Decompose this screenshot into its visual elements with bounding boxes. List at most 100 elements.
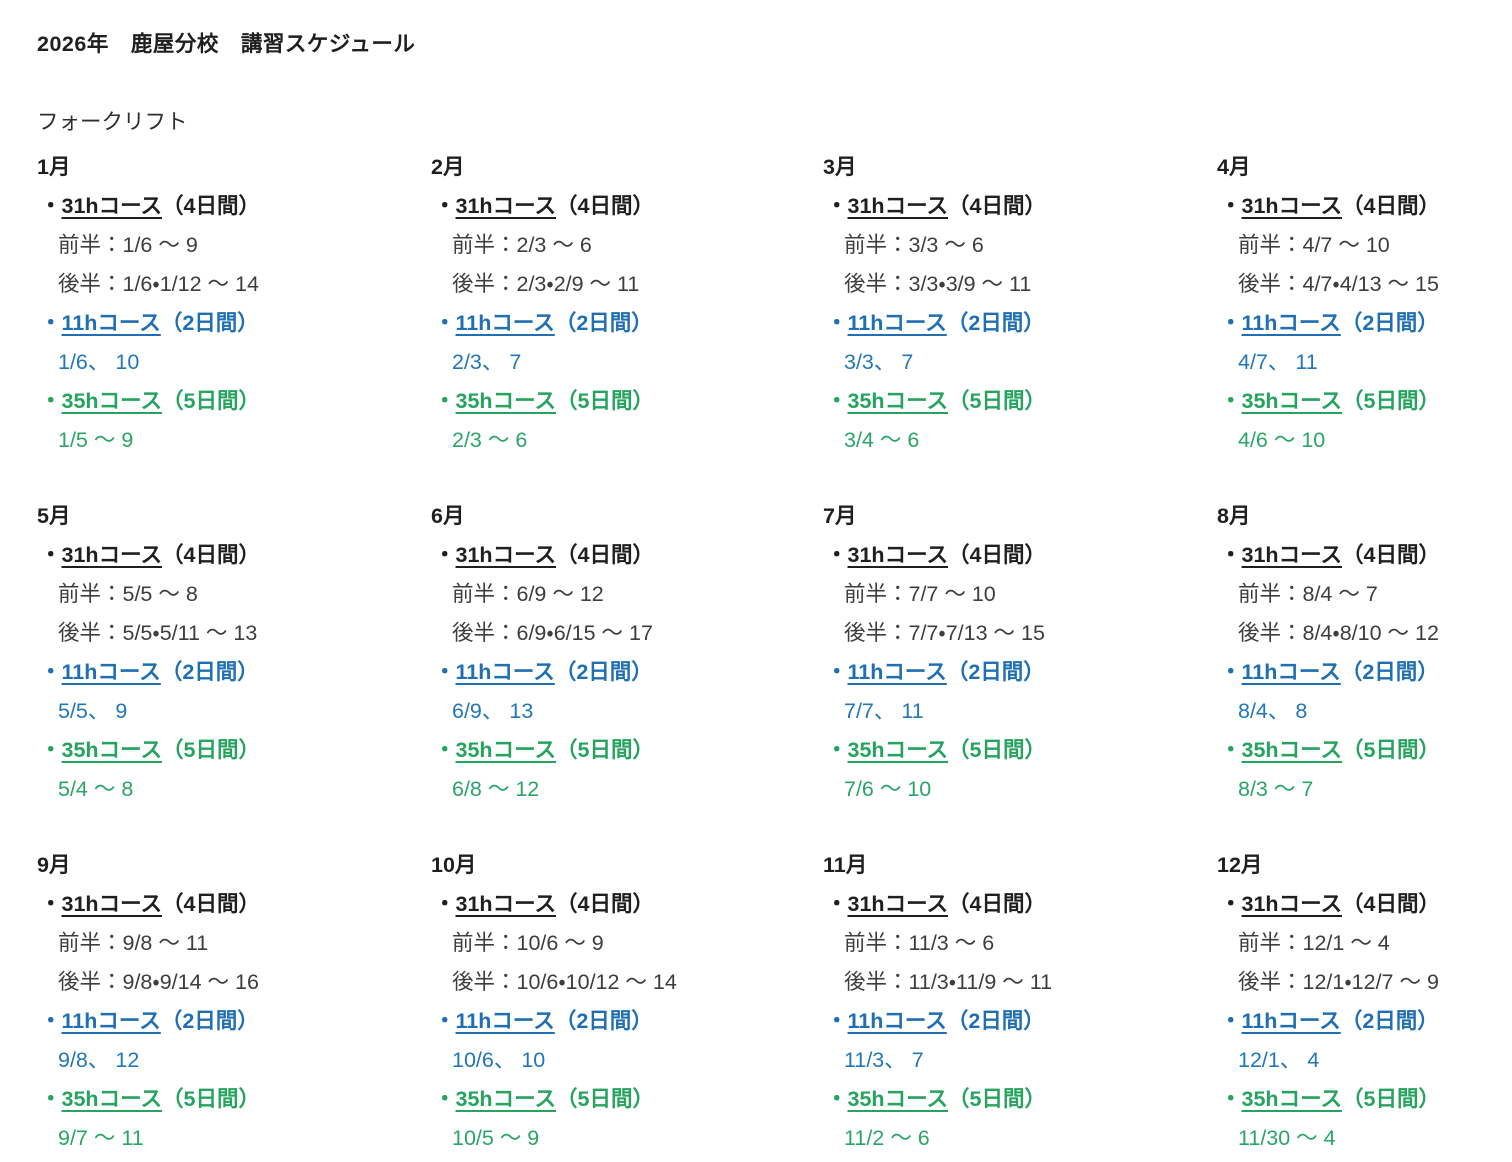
course-35h-label: 35hコース	[847, 738, 948, 762]
course-31h-label: 31hコース	[1241, 892, 1342, 916]
course-11h-heading: ・11hコース（2日間）	[431, 304, 823, 343]
course-11h-dates: 9/8、 12	[58, 1048, 140, 1072]
course-11h-heading: ・11hコース（2日間）	[37, 653, 431, 692]
course-31h-label: 31hコース	[455, 194, 556, 218]
course-35h-dates: 10/5 ～ 9	[452, 1126, 540, 1150]
course-11h-days: （2日間）	[1340, 1009, 1439, 1033]
course-31h-heading: ・31hコース（4日間）	[1217, 187, 1512, 226]
course-31h-second-half-dates: 後半：3/3・3/9 ～ 11	[844, 272, 1032, 296]
bullet-icon: ・	[434, 892, 456, 916]
month-block: 2月 ・31hコース（4日間） 前半：2/3 ～ 6 後半：2/3・2/9 ～ …	[431, 148, 823, 460]
bullet-icon: ・	[826, 1087, 848, 1111]
month-block: 10月 ・31hコース（4日間） 前半：10/6 ～ 9 後半：10/6・10/…	[431, 846, 823, 1158]
course-11h-label: 11hコース	[847, 311, 947, 335]
course-11h-label: 11hコース	[455, 1009, 555, 1033]
bullet-icon: ・	[826, 389, 848, 413]
course-11h-label: 11hコース	[1241, 660, 1341, 684]
bullet-icon: ・	[1220, 738, 1242, 762]
month-block: 3月 ・31hコース（4日間） 前半：3/3 ～ 6 後半：3/3・3/9 ～ …	[823, 148, 1217, 460]
course-31h-second-half-dates: 後半：2/3・2/9 ～ 11	[452, 272, 640, 296]
course-11h-dates: 12/1、 4	[1238, 1048, 1320, 1072]
course-35h-days: （5日間）	[948, 389, 1046, 413]
bullet-icon: ・	[826, 543, 848, 567]
course-35h-dates: 3/4 ～ 6	[844, 428, 920, 452]
bullet-icon: ・	[1220, 194, 1242, 218]
bullet-icon: ・	[40, 311, 62, 335]
course-31h-days: （4日間）	[948, 892, 1046, 916]
course-11h-dates: 7/7、 11	[844, 699, 924, 723]
bullet-icon: ・	[1220, 1087, 1242, 1111]
course-11h-heading: ・11hコース（2日間）	[37, 304, 431, 343]
course-11h-days: （2日間）	[946, 660, 1045, 684]
course-31h-days: （4日間）	[1342, 543, 1440, 567]
course-35h-dates: 1/5 ～ 9	[58, 428, 134, 452]
bullet-icon: ・	[826, 660, 848, 684]
course-11h-days: （2日間）	[1340, 311, 1439, 335]
course-31h-days: （4日間）	[556, 194, 654, 218]
course-11h-heading: ・11hコース（2日間）	[431, 653, 823, 692]
course-35h-heading: ・35hコース（5日間）	[1217, 1080, 1512, 1119]
months-grid: 1月 ・31hコース（4日間） 前半：1/6 ～ 9 後半：1/6・1/12 ～…	[37, 148, 1512, 1158]
course-31h-days: （4日間）	[162, 543, 260, 567]
bullet-icon: ・	[40, 1087, 62, 1111]
course-31h-heading: ・31hコース（4日間）	[431, 885, 823, 924]
course-35h-dates: 11/2 ～ 6	[844, 1126, 930, 1150]
course-31h-heading: ・31hコース（4日間）	[37, 536, 431, 575]
course-11h-days: （2日間）	[160, 1009, 259, 1033]
bullet-icon: ・	[434, 1087, 456, 1111]
course-31h-heading: ・31hコース（4日間）	[1217, 885, 1512, 924]
course-31h-days: （4日間）	[556, 892, 654, 916]
course-31h-first-half-dates: 前半：2/3 ～ 6	[452, 233, 592, 257]
month-block: 11月 ・31hコース（4日間） 前半：11/3 ～ 6 後半：11/3・11/…	[823, 846, 1217, 1158]
course-11h-dates: 5/5、 9	[58, 699, 128, 723]
course-31h-first-half-dates: 前半：12/1 ～ 4	[1238, 931, 1390, 955]
course-31h-heading: ・31hコース（4日間）	[431, 536, 823, 575]
course-35h-label: 35hコース	[61, 738, 162, 762]
course-11h-days: （2日間）	[946, 311, 1045, 335]
course-35h-dates: 4/6 ～ 10	[1238, 428, 1326, 452]
course-31h-label: 31hコース	[455, 543, 556, 567]
course-11h-dates: 1/6、 10	[58, 350, 140, 374]
course-31h-days: （4日間）	[1342, 892, 1440, 916]
course-31h-heading: ・31hコース（4日間）	[37, 885, 431, 924]
bullet-icon: ・	[1220, 311, 1242, 335]
bullet-icon: ・	[1220, 1009, 1242, 1033]
course-35h-label: 35hコース	[455, 389, 556, 413]
course-31h-label: 31hコース	[847, 194, 948, 218]
course-31h-second-half-dates: 後半：6/9・6/15 ～ 17	[452, 621, 653, 645]
course-11h-days: （2日間）	[946, 1009, 1045, 1033]
course-31h-second-half-dates: 後半：7/7・7/13 ～ 15	[844, 621, 1045, 645]
course-31h-label: 31hコース	[61, 194, 162, 218]
bullet-icon: ・	[826, 194, 848, 218]
bullet-icon: ・	[826, 738, 848, 762]
course-31h-first-half-dates: 前半：1/6 ～ 9	[58, 233, 198, 257]
bullet-icon: ・	[40, 1009, 62, 1033]
bullet-icon: ・	[826, 1009, 848, 1033]
course-31h-first-half-dates: 前半：9/8 ～ 11	[58, 931, 209, 955]
course-31h-heading: ・31hコース（4日間）	[431, 187, 823, 226]
course-11h-label: 11hコース	[61, 311, 161, 335]
month-block: 5月 ・31hコース（4日間） 前半：5/5 ～ 8 後半：5/5・5/11 ～…	[37, 497, 431, 809]
month-title: 7月	[823, 504, 857, 528]
course-11h-dates: 2/3、 7	[452, 350, 522, 374]
month-title: 5月	[37, 504, 71, 528]
course-11h-dates: 11/3、 7	[844, 1048, 924, 1072]
bullet-icon: ・	[826, 892, 848, 916]
course-11h-heading: ・11hコース（2日間）	[823, 304, 1217, 343]
course-31h-days: （4日間）	[948, 543, 1046, 567]
course-31h-second-half-dates: 後半：5/5・5/11 ～ 13	[58, 621, 258, 645]
course-11h-days: （2日間）	[554, 1009, 653, 1033]
bullet-icon: ・	[40, 892, 62, 916]
course-11h-heading: ・11hコース（2日間）	[1217, 653, 1512, 692]
course-31h-label: 31hコース	[455, 892, 556, 916]
course-35h-days: （5日間）	[556, 1087, 654, 1111]
course-31h-first-half-dates: 前半：5/5 ～ 8	[58, 582, 198, 606]
course-31h-label: 31hコース	[1241, 194, 1342, 218]
month-block: 1月 ・31hコース（4日間） 前半：1/6 ～ 9 後半：1/6・1/12 ～…	[37, 148, 431, 460]
course-31h-heading: ・31hコース（4日間）	[823, 187, 1217, 226]
course-11h-dates: 8/4、 8	[1238, 699, 1308, 723]
course-35h-days: （5日間）	[948, 1087, 1046, 1111]
course-11h-days: （2日間）	[1340, 660, 1439, 684]
course-31h-first-half-dates: 前半：4/7 ～ 10	[1238, 233, 1390, 257]
